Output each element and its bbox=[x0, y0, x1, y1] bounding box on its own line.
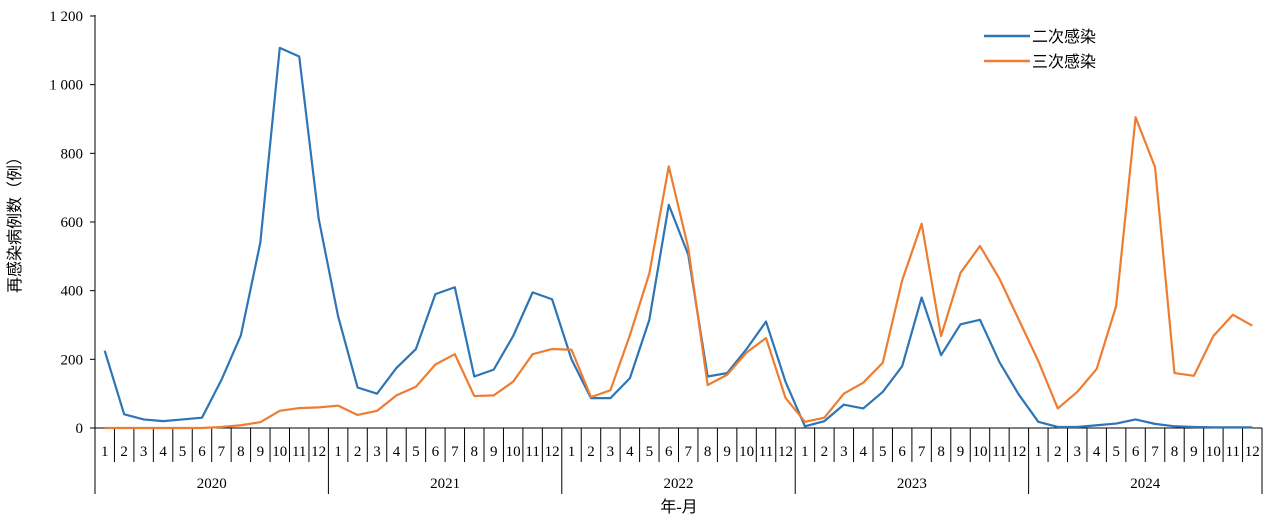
month-tick-label: 10 bbox=[506, 444, 521, 460]
month-tick-label: 9 bbox=[723, 444, 731, 460]
year-labels: 2020 2021 2022 2023 2024 bbox=[197, 476, 1161, 492]
month-tick-label: 4 bbox=[1093, 444, 1101, 460]
month-tick-label: 8 bbox=[237, 444, 245, 460]
month-tick-label: 5 bbox=[412, 444, 420, 460]
year-label: 2023 bbox=[897, 476, 927, 492]
month-tick-label: 5 bbox=[646, 444, 654, 460]
month-tick-label: 10 bbox=[1206, 444, 1221, 460]
month-tick-label: 2 bbox=[120, 444, 128, 460]
y-ticks: 0 200 400 600 800 1 000 1 200 bbox=[49, 9, 95, 437]
month-tick-label: 12 bbox=[311, 444, 326, 460]
month-tick-label: 11 bbox=[292, 444, 306, 460]
year-label: 2021 bbox=[430, 476, 460, 492]
month-tick-label: 11 bbox=[1226, 444, 1240, 460]
month-tick-label: 12 bbox=[778, 444, 793, 460]
month-tick-label: 9 bbox=[957, 444, 965, 460]
month-tick-label: 10 bbox=[739, 444, 754, 460]
month-tick-label: 9 bbox=[1190, 444, 1198, 460]
month-tick-label: 12 bbox=[1245, 444, 1260, 460]
month-labels: 1 2 3 4 5 6 7 8 9 10 11 12 1 2 3 4 5 6 7 8 9 10 11 12 1 2 3 4 5 6 7 8 9 1… bbox=[94, 428, 1263, 494]
month-tick-label: 11 bbox=[525, 444, 539, 460]
month-tick-label: 7 bbox=[684, 444, 692, 460]
year-label: 2024 bbox=[1130, 476, 1161, 492]
month-tick-label: 4 bbox=[159, 444, 167, 460]
month-tick-label: 1 bbox=[801, 444, 809, 460]
month-tick-label: 7 bbox=[451, 444, 459, 460]
month-tick-label: 12 bbox=[1011, 444, 1026, 460]
month-tick-label: 3 bbox=[140, 444, 148, 460]
month-tick-label: 4 bbox=[393, 444, 401, 460]
x-axis-title: 年-月 bbox=[660, 498, 697, 516]
series-line-2 bbox=[104, 116, 1253, 430]
month-tick-label: 2 bbox=[587, 444, 595, 460]
month-tick-label: 2 bbox=[354, 444, 362, 460]
month-tick-label: 8 bbox=[704, 444, 712, 460]
month-tick-label: 4 bbox=[626, 444, 634, 460]
y-tick-label: 200 bbox=[61, 352, 84, 368]
month-tick-label: 11 bbox=[759, 444, 773, 460]
month-tick-label: 9 bbox=[490, 444, 498, 460]
month-tick-label: 5 bbox=[179, 444, 187, 460]
month-tick-label: 2 bbox=[821, 444, 829, 460]
month-tick-label: 8 bbox=[937, 444, 945, 460]
y-tick-label: 1 200 bbox=[49, 9, 83, 25]
month-tick-label: 9 bbox=[257, 444, 265, 460]
year-label: 2020 bbox=[197, 476, 227, 492]
month-tick-label: 7 bbox=[918, 444, 926, 460]
month-tick-label: 3 bbox=[1073, 444, 1081, 460]
month-tick-label: 3 bbox=[840, 444, 848, 460]
month-tick-label: 5 bbox=[879, 444, 887, 460]
month-tick-label: 7 bbox=[218, 444, 226, 460]
month-tick-label: 3 bbox=[607, 444, 615, 460]
legend-label: 三次感染 bbox=[1032, 53, 1096, 71]
month-tick-label: 1 bbox=[1035, 444, 1043, 460]
y-tick-label: 1 000 bbox=[49, 78, 83, 94]
month-tick-label: 7 bbox=[1151, 444, 1159, 460]
month-tick-label: 3 bbox=[373, 444, 381, 460]
series-line-1 bbox=[103, 46, 1253, 429]
y-tick-label: 400 bbox=[61, 284, 84, 300]
y-tick-label: 0 bbox=[76, 421, 84, 437]
month-tick-label: 6 bbox=[898, 444, 906, 460]
month-tick-label: 6 bbox=[665, 444, 673, 460]
month-tick-label: 2 bbox=[1054, 444, 1062, 460]
month-tick-label: 1 bbox=[568, 444, 576, 460]
month-tick-label: 6 bbox=[198, 444, 206, 460]
series-lines bbox=[103, 46, 1253, 430]
month-tick-label: 8 bbox=[471, 444, 479, 460]
month-tick-label: 6 bbox=[1132, 444, 1140, 460]
y-axis-title: 再感染病例数（例） bbox=[6, 149, 24, 293]
month-tick-label: 11 bbox=[992, 444, 1006, 460]
month-tick-label: 12 bbox=[545, 444, 560, 460]
month-tick-label: 8 bbox=[1171, 444, 1179, 460]
month-tick-label: 10 bbox=[272, 444, 287, 460]
month-tick-label: 1 bbox=[101, 444, 109, 460]
legend-label: 二次感染 bbox=[1032, 28, 1096, 46]
y-tick-label: 600 bbox=[61, 215, 84, 231]
month-tick-label: 1 bbox=[334, 444, 342, 460]
year-label: 2022 bbox=[664, 476, 694, 492]
month-tick-label: 10 bbox=[972, 444, 987, 460]
month-tick-label: 4 bbox=[860, 444, 868, 460]
y-tick-label: 800 bbox=[61, 146, 84, 162]
month-tick-label: 5 bbox=[1112, 444, 1120, 460]
month-tick-label: 6 bbox=[432, 444, 440, 460]
